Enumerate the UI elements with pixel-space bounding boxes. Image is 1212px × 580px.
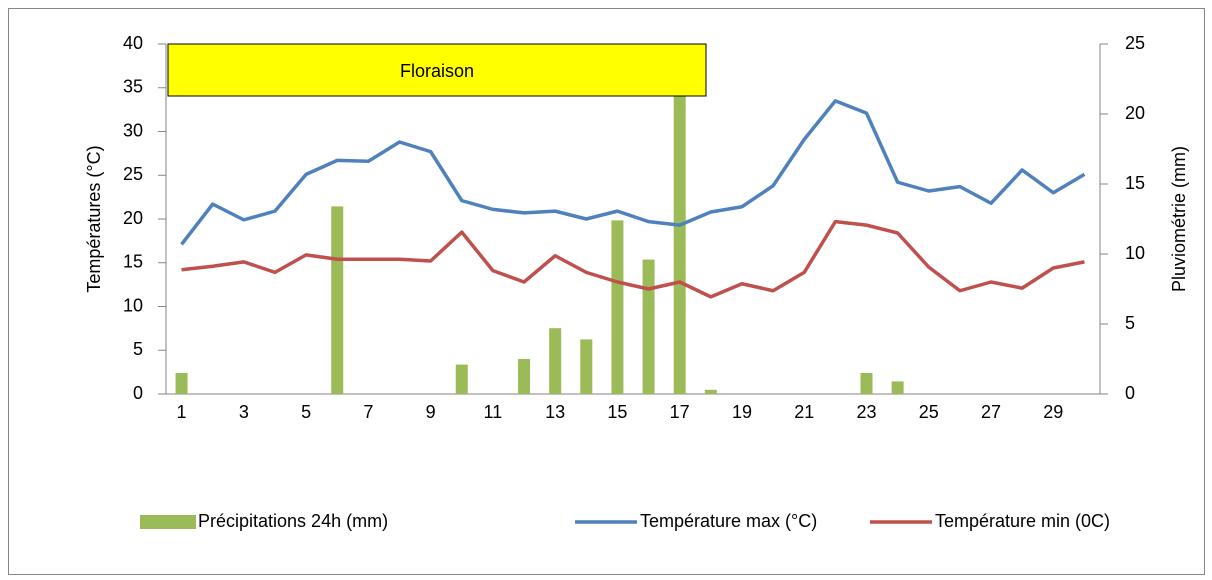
x-tick-label: 7 (363, 402, 373, 422)
y-tick-label: 20 (123, 208, 143, 228)
line (181, 219, 1085, 299)
line (180, 99, 1086, 246)
y-tick-label: 0 (133, 383, 143, 403)
y2-tick-label: 25 (1125, 33, 1145, 53)
y-tick-label: 5 (133, 339, 143, 359)
y2-tick-label: 0 (1125, 383, 1135, 403)
legend-swatch (140, 515, 196, 529)
bar (704, 389, 717, 394)
chart-frame (8, 8, 1205, 575)
y-tick-label: 40 (123, 33, 143, 53)
y2-tick-label: 10 (1125, 243, 1145, 263)
bar (673, 86, 686, 394)
x-tick-label: 11 (484, 402, 503, 422)
bar (611, 220, 624, 394)
annotation: Floraison (400, 61, 474, 81)
annotation-box (167, 43, 707, 97)
x-tick-label: 1 (177, 402, 187, 422)
bar (175, 373, 188, 394)
bar (549, 328, 562, 394)
x-tick-label: 23 (856, 402, 876, 422)
y-tick-label: 10 (123, 295, 143, 315)
y-tick-label: 30 (123, 120, 143, 140)
y-tick-label: 35 (123, 77, 143, 97)
x-tick-label: 3 (239, 402, 249, 422)
bar (455, 364, 468, 394)
x-tick-label: 29 (1043, 402, 1063, 422)
bar (580, 339, 593, 394)
x-tick-label: 17 (670, 402, 690, 422)
bar (891, 381, 904, 394)
bar (860, 373, 873, 394)
x-tick-label: 25 (919, 402, 939, 422)
legend-label: Précipitations 24h (mm) (198, 511, 388, 531)
bar (518, 359, 531, 394)
y-tick-label: 25 (123, 164, 143, 184)
bar (331, 206, 344, 394)
x-tick-label: 19 (732, 402, 752, 422)
y-axis-label: Températures (°C) (84, 145, 104, 292)
y2-tick-label: 15 (1125, 173, 1145, 193)
x-tick-label: 15 (607, 402, 627, 422)
y-tick-label: 15 (123, 252, 143, 272)
x-tick-label: 27 (981, 402, 1001, 422)
x-tick-label: 5 (301, 402, 311, 422)
y2-tick-label: 5 (1125, 313, 1135, 333)
x-tick-label: 13 (545, 402, 565, 422)
x-tick-label: 21 (794, 402, 814, 422)
legend-label: Température min (0C) (935, 511, 1110, 531)
y2-axis-label: Pluviométrie (mm) (1169, 146, 1189, 292)
x-tick-label: 9 (426, 402, 436, 422)
bar (642, 259, 655, 394)
y2-tick-label: 20 (1125, 103, 1145, 123)
legend-label: Température max (°C) (640, 511, 817, 531)
